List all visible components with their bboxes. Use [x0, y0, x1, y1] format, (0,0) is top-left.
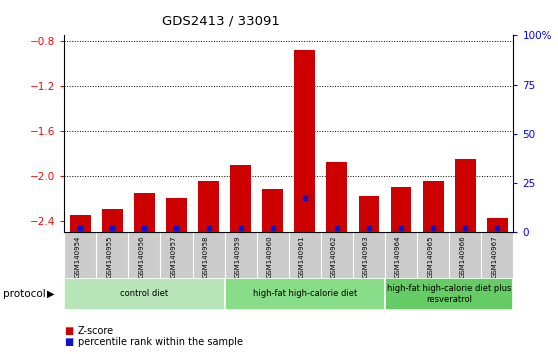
Bar — [102, 210, 123, 232]
Text: high-fat high-calorie diet: high-fat high-calorie diet — [253, 289, 357, 298]
Text: GSM140959: GSM140959 — [234, 235, 240, 278]
Text: GSM140955: GSM140955 — [106, 235, 112, 278]
Bar — [166, 198, 187, 232]
Bar — [487, 218, 508, 232]
Text: GSM140961: GSM140961 — [299, 235, 305, 278]
Text: high-fat high-calorie diet plus
resveratrol: high-fat high-calorie diet plus resverat… — [387, 284, 511, 303]
Text: GSM140962: GSM140962 — [331, 235, 337, 278]
Bar — [326, 162, 347, 232]
Bar — [423, 181, 444, 232]
Bar — [64, 278, 224, 310]
Text: GSM140958: GSM140958 — [203, 235, 209, 278]
Text: protocol: protocol — [3, 289, 46, 299]
Text: GSM140957: GSM140957 — [170, 235, 176, 278]
Bar — [224, 278, 385, 310]
Text: ▶: ▶ — [46, 289, 54, 299]
Text: GSM140964: GSM140964 — [395, 235, 401, 278]
Text: GSM140954: GSM140954 — [74, 235, 80, 278]
Text: ■: ■ — [64, 326, 74, 336]
Text: GSM140963: GSM140963 — [363, 235, 369, 278]
Bar — [70, 215, 90, 232]
Text: GSM140967: GSM140967 — [491, 235, 497, 278]
Bar — [198, 181, 219, 232]
Bar — [359, 196, 379, 232]
Text: GSM140966: GSM140966 — [459, 235, 465, 278]
Text: Z-score: Z-score — [78, 326, 114, 336]
Bar — [230, 165, 251, 232]
Bar — [262, 189, 283, 232]
Bar — [391, 187, 411, 232]
Text: GSM140960: GSM140960 — [267, 235, 273, 278]
Text: GSM140965: GSM140965 — [427, 235, 433, 278]
Bar — [385, 278, 513, 310]
Bar — [295, 50, 315, 232]
Text: ■: ■ — [64, 337, 74, 347]
Text: GDS2413 / 33091: GDS2413 / 33091 — [162, 14, 280, 27]
Bar — [134, 193, 155, 232]
Bar — [455, 159, 475, 232]
Text: percentile rank within the sample: percentile rank within the sample — [78, 337, 243, 347]
Text: GSM140956: GSM140956 — [138, 235, 145, 278]
Text: control diet: control diet — [121, 289, 169, 298]
